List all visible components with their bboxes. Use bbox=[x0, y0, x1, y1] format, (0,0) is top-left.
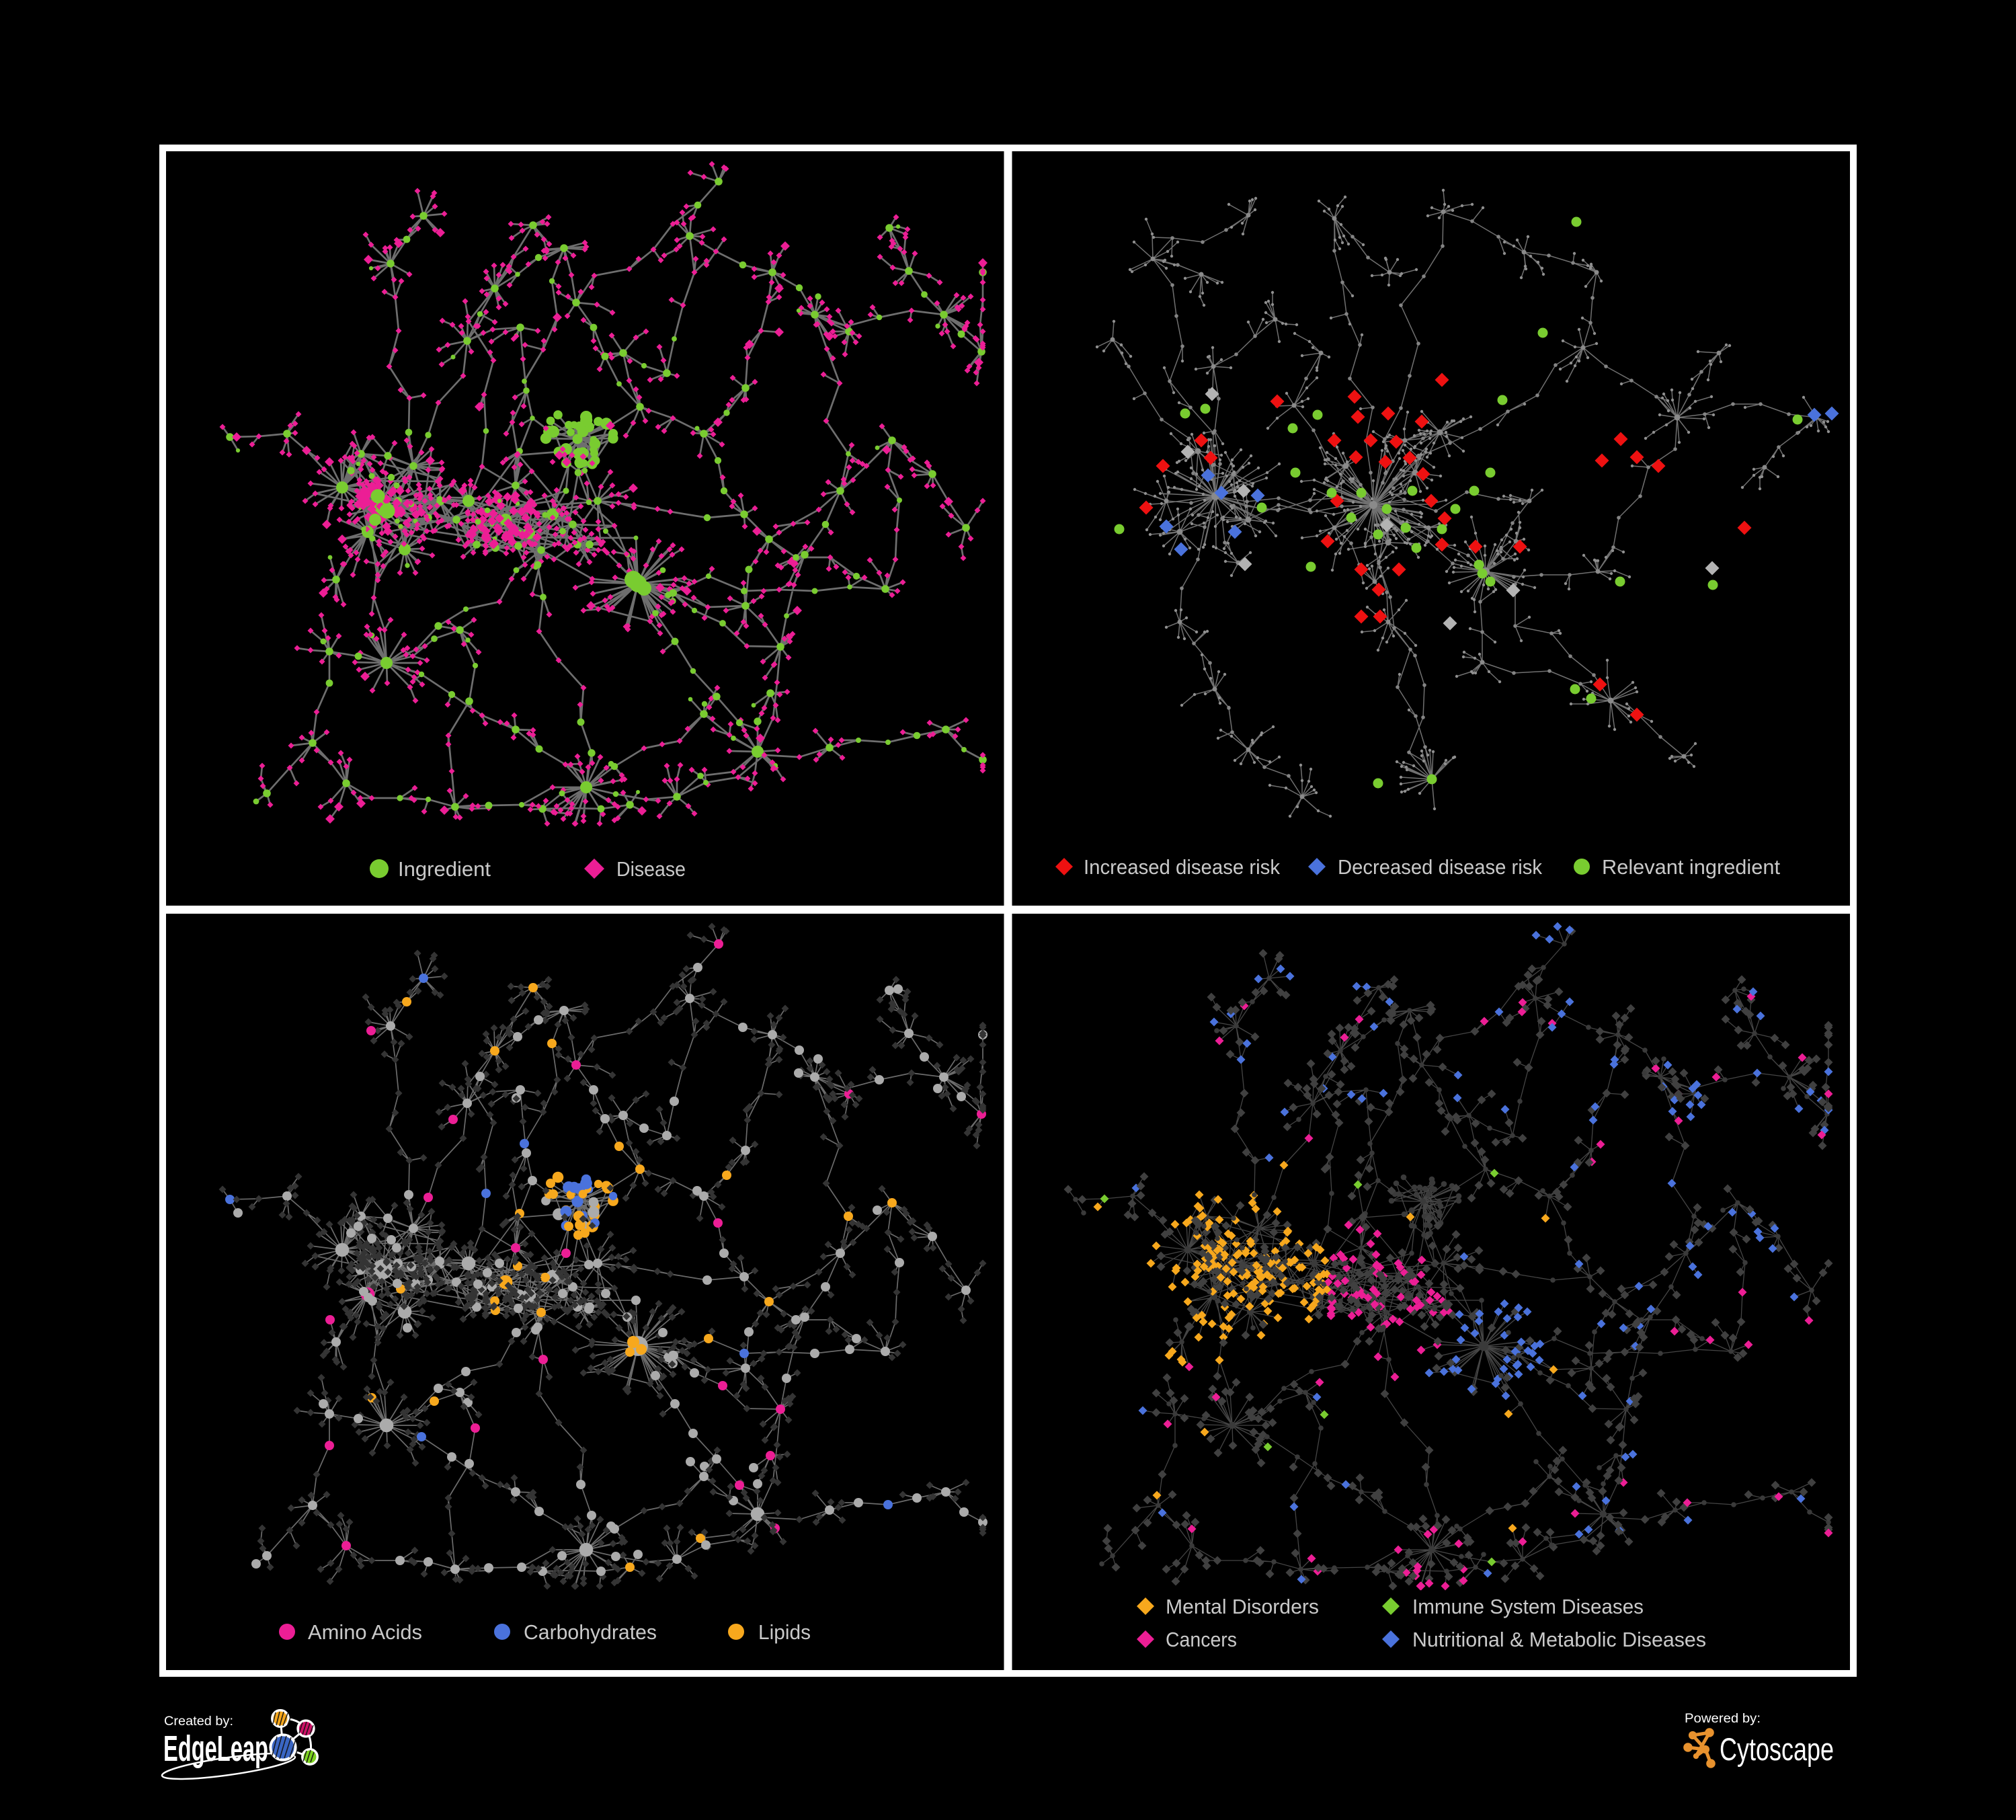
svg-text:Nutritional & Metabolic Diseas: Nutritional & Metabolic Diseases bbox=[1412, 1628, 1706, 1651]
svg-text:Carbohydrates: Carbohydrates bbox=[524, 1620, 657, 1644]
svg-text:EdgeLeap: EdgeLeap bbox=[163, 1729, 268, 1769]
svg-text:Ingredient: Ingredient bbox=[398, 857, 491, 881]
svg-text:Immune System Diseases: Immune System Diseases bbox=[1412, 1595, 1644, 1618]
svg-text:Disease: Disease bbox=[616, 857, 686, 881]
svg-text:Cytoscape: Cytoscape bbox=[1720, 1731, 1834, 1767]
svg-text:Lipids: Lipids bbox=[758, 1620, 811, 1644]
svg-text:Increased disease risk: Increased disease risk bbox=[1084, 855, 1280, 879]
svg-text:Cancers: Cancers bbox=[1166, 1628, 1237, 1651]
svg-text:Created by:: Created by: bbox=[164, 1714, 233, 1729]
svg-text:Amino Acids: Amino Acids bbox=[308, 1620, 422, 1644]
svg-text:Mental Disorders: Mental Disorders bbox=[1166, 1595, 1319, 1618]
svg-text:Relevant ingredient: Relevant ingredient bbox=[1602, 855, 1780, 879]
svg-text:Decreased disease risk: Decreased disease risk bbox=[1338, 855, 1542, 879]
svg-text:Powered by:: Powered by: bbox=[1685, 1712, 1761, 1726]
